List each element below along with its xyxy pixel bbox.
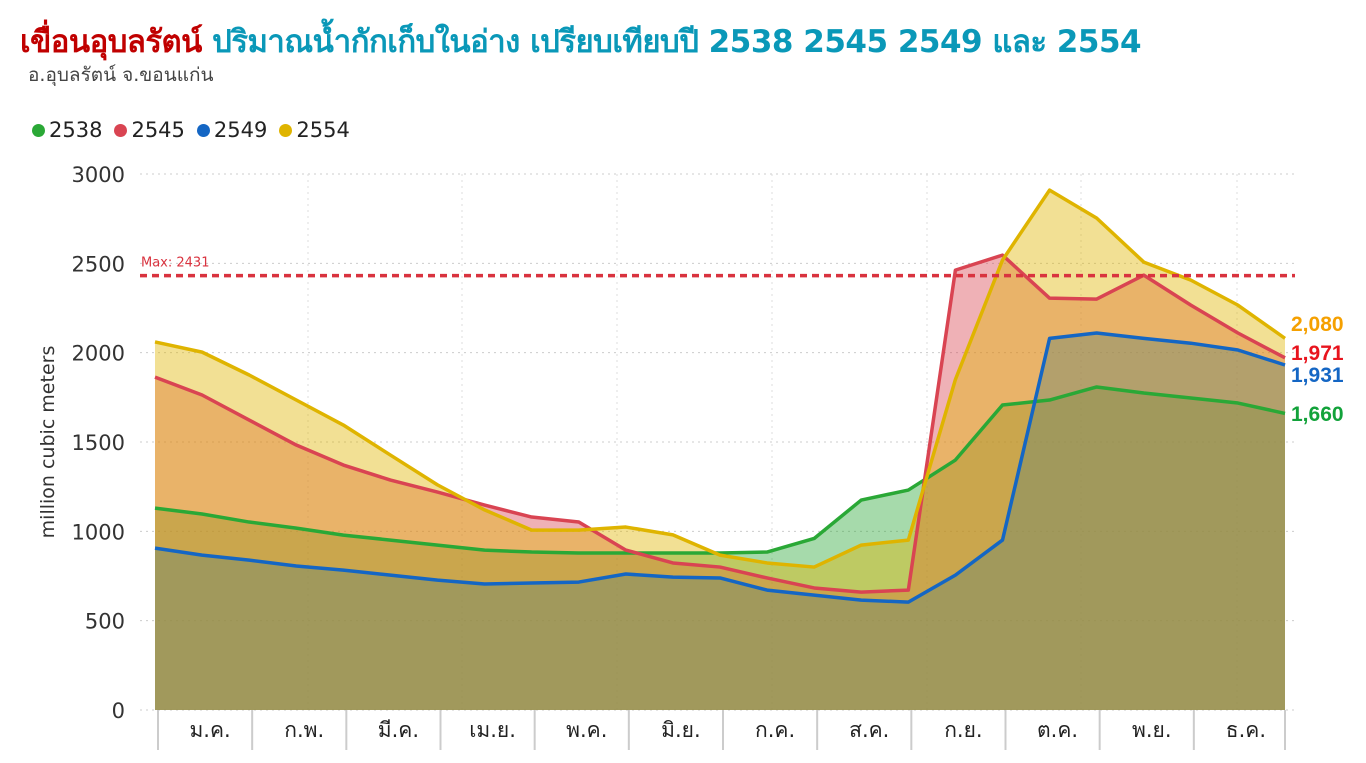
area-2545 [155, 255, 1285, 710]
y-tick-label: 2000 [72, 342, 125, 366]
line-2549 [154, 331, 1286, 604]
x-tick-label: มิ.ย. [661, 718, 701, 742]
y-axis-title: million cubic meters [37, 346, 59, 539]
legend-label: 2538 [49, 118, 103, 142]
end-label-2554: 2,080 [1291, 313, 1344, 336]
x-tick-label: ก.ค. [755, 718, 795, 742]
area-2554 [155, 190, 1285, 710]
dam-name: เขื่อนอุบลรัตน์ [20, 24, 202, 60]
legend-label: 2554 [296, 118, 350, 142]
x-tick-label: ส.ค. [849, 718, 889, 742]
x-tick-label: ม.ค. [189, 718, 230, 742]
legend-marker [279, 123, 293, 137]
x-tick-label: พ.ย. [1132, 718, 1172, 742]
x-tick-label: ต.ค. [1037, 718, 1078, 742]
area-2549 [155, 333, 1285, 710]
area-2538 [155, 386, 1285, 710]
line-2554 [154, 188, 1287, 569]
x-tick-label: มี.ค. [378, 718, 419, 742]
legend-marker [32, 123, 45, 137]
title-description: ปริมาณน้ำกักเก็บในอ่าง เปรียบเทียบปี 253… [212, 24, 1142, 60]
end-label-2538: 1,660 [1291, 403, 1344, 426]
max-reference-label: Max: 2431 [141, 256, 209, 271]
legend: 2538 2545 2549 2554 [32, 118, 350, 142]
line-2538 [154, 385, 1286, 555]
legend-label: 2545 [131, 118, 185, 142]
x-tick-label: พ.ค. [566, 718, 607, 742]
y-tick-label: 2500 [72, 252, 125, 276]
legend-item-2538[interactable]: 2538 [32, 118, 102, 142]
y-tick-label: 0 [112, 699, 125, 723]
legend-marker [114, 123, 128, 137]
y-tick-label: 1500 [72, 431, 125, 455]
x-tick-label: ก.ย. [944, 718, 982, 742]
y-tick-label: 3000 [72, 163, 125, 187]
y-tick-label: 500 [85, 610, 125, 634]
x-tick-label: เม.ย. [469, 718, 516, 742]
legend-label: 2549 [213, 118, 268, 142]
line-2545 [154, 253, 1286, 594]
legend-item-2554[interactable]: 2554 [279, 118, 350, 142]
chart-title: เขื่อนอุบลรัตน์ ปริมาณน้ำกักเก็บในอ่าง เ… [20, 16, 1142, 66]
x-tick-label: ก.พ. [284, 718, 324, 742]
legend-item-2545[interactable]: 2545 [114, 118, 185, 142]
legend-marker [196, 123, 210, 137]
y-tick-label: 1000 [72, 520, 125, 544]
end-label-2545: 1,971 [1291, 342, 1344, 365]
x-tick-label: ธ.ค. [1226, 718, 1266, 742]
chart-subtitle: อ.อุบลรัตน์ จ.ขอนแก่น [28, 64, 214, 86]
end-label-2549: 1,931 [1291, 364, 1344, 387]
legend-item-2549[interactable]: 2549 [196, 118, 268, 142]
